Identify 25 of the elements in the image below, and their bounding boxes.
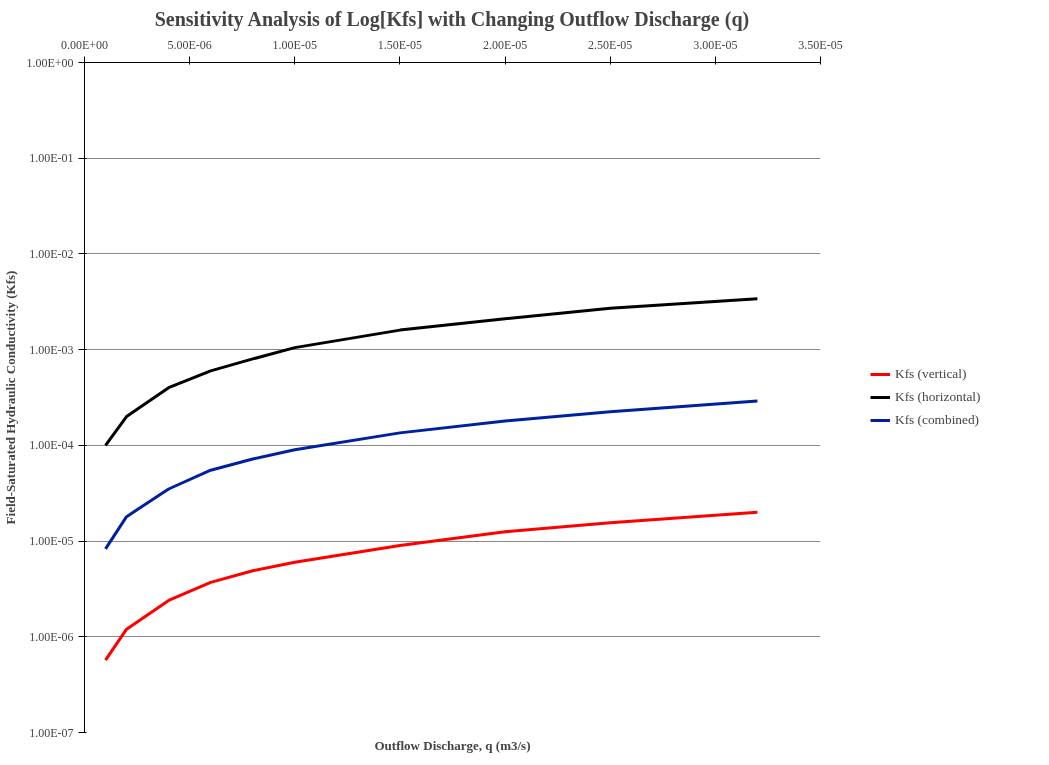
legend-label: Kfs (horizontal) — [895, 389, 981, 405]
x-tick-label: 2.00E-05 — [482, 37, 528, 52]
line-series — [104, 510, 759, 662]
x-tick-label: 1.50E-05 — [377, 37, 423, 52]
x-tick-label: 2.50E-05 — [588, 37, 633, 52]
y-tick-label: 1.00E-03 — [29, 342, 74, 357]
y-tick-label: 1.00E-02 — [29, 246, 74, 261]
y-tick-label: 1.00E-07 — [29, 725, 74, 740]
x-axis-title: Outflow Discharge, q (m3/s) — [374, 737, 531, 753]
legend-label: Kfs (vertical) — [895, 366, 967, 382]
x-tick-label: 5.00E-06 — [167, 37, 212, 52]
y-tick-label: 1.00E+00 — [26, 55, 74, 70]
legend-label: Kfs (combined) — [895, 412, 980, 428]
x-tick-label: 3.50E-05 — [798, 37, 843, 52]
x-tick-label: 1.00E-05 — [272, 37, 317, 52]
y-tick-label: 1.00E-06 — [29, 629, 74, 644]
line-series — [104, 297, 759, 447]
y-tick-label: 1.00E-01 — [29, 151, 74, 166]
y-tick-label: 1.00E-04 — [29, 438, 74, 453]
y-tick-label: 1.00E-05 — [29, 534, 74, 549]
x-tick-label: 0.00E+00 — [60, 37, 109, 52]
line-series — [104, 399, 759, 551]
y-axis-title: Field-Saturated Hydraulic Conductivity (Kfs) — [3, 270, 19, 525]
chart-title: Sensitivity Analysis of Log[Kfs] with Changing Outflow Discharge (q) — [154, 7, 750, 31]
x-tick-label: 3.00E-05 — [693, 37, 738, 52]
